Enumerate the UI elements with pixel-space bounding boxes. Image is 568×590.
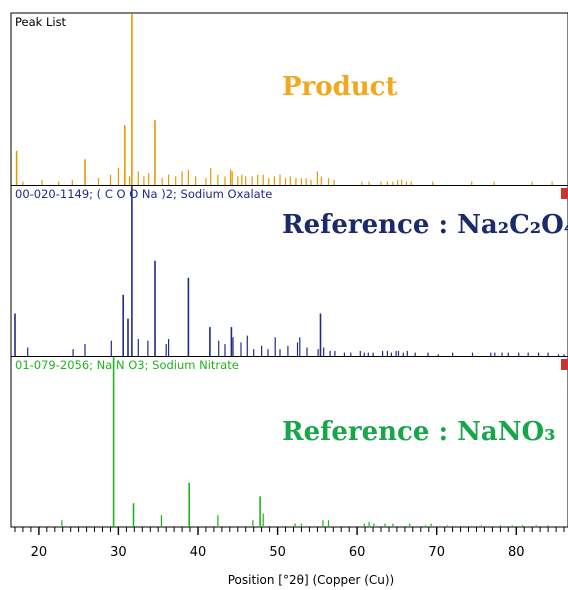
x-tick-label-80: 80 [508,545,525,560]
x-tick-label-20: 20 [31,545,48,560]
panel-title-oxalate: 00-020-1149; ( C O O Na )2; Sodium Oxala… [15,187,272,201]
label-oxalate: Reference : Na₂C₂O₄ [282,210,568,240]
label-nitrate: Reference : NaNO₃ [282,417,556,447]
x-tick-label-70: 70 [428,545,445,560]
x-axis: 20 30 40 50 60 70 80 [14,527,565,560]
panel-title-product: Peak List [15,15,67,29]
x-tick-label-60: 60 [349,545,366,560]
peaks-oxalate [14,186,565,356]
peaks-product [15,14,553,185]
close-marker-2 [561,359,568,370]
peaks-nitrate [61,357,549,527]
close-marker-1 [561,188,568,199]
panel-title-nitrate: 01-079-2056; Na N O3; Sodium Nitrate [15,358,239,372]
label-product: Product [282,72,398,102]
x-tick-label-50: 50 [269,545,286,560]
x-tick-label-30: 30 [110,545,127,560]
plot-frame [10,12,568,528]
x-tick-label-40: 40 [190,545,207,560]
x-axis-title: Position [°2θ] (Copper (Cu)) [228,573,395,587]
